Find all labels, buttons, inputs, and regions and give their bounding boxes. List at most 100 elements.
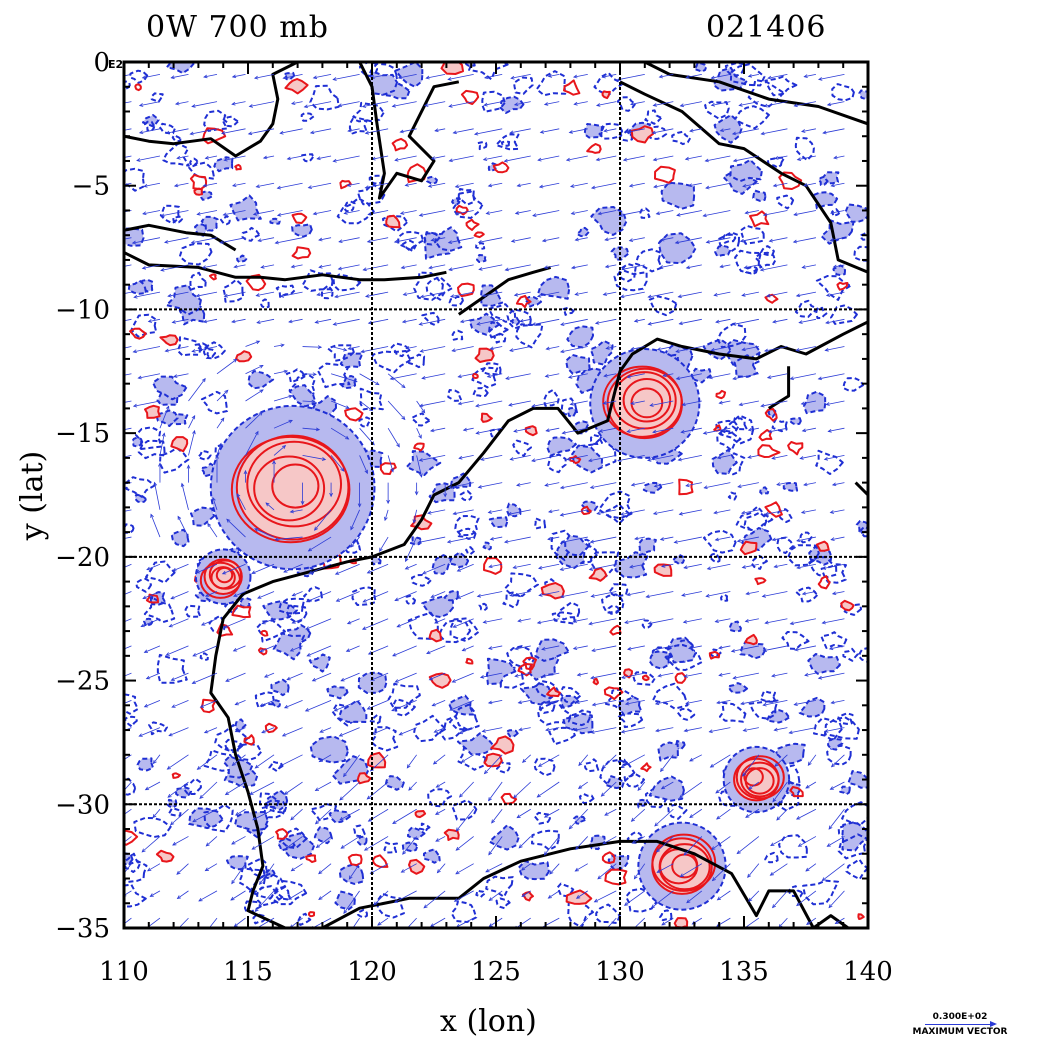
wind-vector-head	[412, 519, 417, 524]
wind-vector	[455, 863, 474, 875]
negative-vorticity-contour	[408, 536, 422, 546]
wind-vector-head	[776, 482, 781, 486]
negative-vorticity-contour	[667, 644, 697, 664]
negative-vorticity-contour	[648, 295, 678, 317]
negative-vorticity-contour	[124, 777, 137, 796]
wind-vector	[169, 618, 189, 628]
wind-vector	[711, 346, 731, 351]
wind-vector-head	[258, 411, 263, 416]
wind-vector-head	[769, 871, 774, 876]
negative-vorticity-contour	[451, 799, 478, 821]
wind-vector	[799, 318, 816, 324]
positive-vorticity-contour	[757, 444, 781, 458]
wind-vector	[159, 433, 165, 456]
negative-vorticity-contour	[476, 254, 487, 263]
wind-vector	[537, 618, 560, 624]
wind-vector	[830, 781, 845, 790]
wind-vector-head	[766, 375, 772, 379]
wind-vector-head	[543, 265, 549, 270]
wind-vector-head	[203, 74, 208, 79]
negative-vorticity-contour	[815, 306, 828, 320]
wind-vector-head	[476, 321, 481, 326]
wind-vector	[261, 727, 275, 733]
wind-vector	[544, 836, 560, 856]
positive-vorticity-contour	[588, 567, 608, 582]
wind-vector-head	[796, 538, 801, 543]
wind-vector	[605, 264, 617, 268]
wind-vector-head	[235, 811, 240, 816]
wind-vector	[548, 509, 560, 513]
wind-vector	[474, 128, 503, 135]
wind-vector-head	[230, 896, 235, 901]
wind-vector-head	[119, 648, 123, 651]
wind-vector	[319, 727, 332, 733]
wind-vector	[596, 509, 617, 515]
negative-vorticity-contour	[844, 203, 868, 223]
wind-vector	[627, 373, 645, 378]
wind-vector-head	[205, 842, 210, 847]
negative-vorticity-contour	[135, 577, 152, 593]
wind-vector	[768, 427, 788, 433]
positive-vorticity-contour	[455, 204, 469, 216]
negative-vorticity-contour	[847, 770, 868, 789]
wind-vector	[456, 808, 474, 832]
negative-vorticity-contour	[534, 517, 547, 530]
wind-vector	[562, 427, 588, 434]
wind-vector	[717, 455, 731, 459]
wind-vector	[712, 863, 731, 881]
wind-vector-head	[449, 707, 454, 711]
wind-vector	[733, 155, 759, 162]
wind-vector	[490, 536, 503, 540]
wind-vector-head	[321, 457, 327, 461]
wind-vector-head	[278, 763, 283, 767]
wind-vector-head	[573, 101, 578, 106]
wind-vector	[545, 373, 560, 377]
negative-vorticity-contour	[776, 536, 795, 554]
wind-vector	[651, 890, 674, 909]
wind-vector	[818, 73, 845, 80]
positive-vorticity-contour	[764, 408, 778, 422]
wind-vector	[160, 264, 189, 271]
wind-vector-head	[251, 570, 256, 574]
wind-vector	[260, 699, 275, 707]
negative-vorticity-contour	[425, 175, 438, 185]
wind-vector	[134, 291, 161, 298]
wind-vector	[234, 917, 246, 927]
cyclone-contour	[230, 435, 351, 544]
negative-vorticity-contour	[551, 611, 576, 625]
wind-vector	[796, 536, 816, 542]
negative-vorticity-contour	[402, 239, 416, 252]
negative-vorticity-contour	[512, 439, 532, 457]
wind-vector-head	[429, 428, 435, 433]
wind-vector-head	[307, 185, 313, 189]
wind-vector	[769, 237, 788, 242]
wind-vector-head	[568, 825, 573, 830]
wind-vector-head	[150, 513, 154, 518]
wind-vector	[224, 155, 246, 161]
wind-vector	[549, 863, 560, 875]
wind-vector-head	[167, 293, 172, 298]
negative-vorticity-contour	[124, 523, 135, 534]
wind-vector	[625, 699, 645, 705]
wind-vector-head	[338, 239, 343, 243]
wind-vector-head	[283, 704, 289, 709]
negative-vorticity-contour	[457, 746, 487, 771]
wind-vector-head	[455, 870, 460, 875]
wind-vector	[367, 237, 389, 243]
wind-vector	[370, 754, 389, 772]
wind-vector	[802, 264, 816, 269]
wind-vector-head	[436, 869, 441, 874]
wind-vector-head	[488, 564, 493, 569]
negative-vorticity-contour	[693, 62, 707, 73]
wind-vector-head	[394, 679, 399, 683]
negative-vorticity-contour	[782, 481, 799, 492]
wind-vector	[646, 591, 674, 598]
wind-vector	[172, 836, 189, 846]
wind-vector	[831, 754, 845, 767]
negative-vorticity-contour	[326, 685, 349, 700]
y-tick-label: −25	[55, 667, 110, 697]
wind-vector-head	[817, 675, 823, 680]
wind-vector-head	[602, 292, 607, 296]
wind-vector	[347, 182, 360, 187]
wind-vector	[302, 400, 315, 403]
